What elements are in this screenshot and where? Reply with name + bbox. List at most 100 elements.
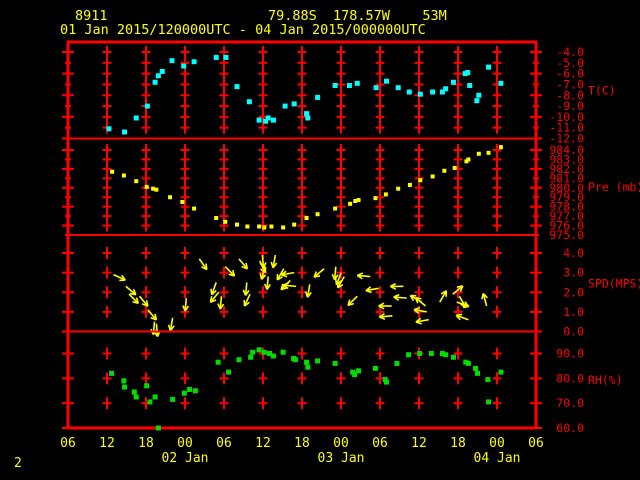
y-tick-label: 984.0 xyxy=(549,143,584,157)
y-tick-label: -6.0 xyxy=(556,67,584,81)
y-tick-label: 90.0 xyxy=(556,347,584,361)
humidity-point xyxy=(280,349,286,355)
humidity-point xyxy=(498,369,504,375)
humidity-point xyxy=(192,388,198,394)
y-tick-label: 977.0 xyxy=(549,209,584,223)
temperature-point xyxy=(213,54,219,60)
pressure-point xyxy=(214,216,219,220)
pressure-point xyxy=(168,195,173,200)
y-tick-label: 975.0 xyxy=(549,228,584,242)
humidity-point xyxy=(417,351,423,356)
wind-arrow xyxy=(313,268,325,278)
wind-arrow xyxy=(439,290,448,303)
wind-arrow xyxy=(347,295,358,307)
panel-ylabel: RH(%) xyxy=(588,373,623,387)
humidity-point xyxy=(463,359,469,365)
pressure-point xyxy=(498,145,503,150)
wind-arrow xyxy=(378,312,393,321)
wind-arrow xyxy=(259,254,267,269)
pressure-point xyxy=(304,216,309,220)
humidity-point xyxy=(152,394,158,400)
wind-arrow xyxy=(167,317,175,332)
wind-arrow xyxy=(153,323,161,338)
wind-arrow xyxy=(378,302,392,310)
y-tick-label: -11.0 xyxy=(549,121,584,135)
pressure-point xyxy=(373,196,378,201)
y-tick-label: -8.0 xyxy=(556,88,584,102)
temperature-point xyxy=(181,63,187,69)
pressure-point xyxy=(110,169,115,174)
humidity-point xyxy=(406,352,412,358)
day-label: 04 Jan xyxy=(474,451,521,466)
hour-label: 00 xyxy=(177,436,193,451)
humidity-point xyxy=(109,370,115,376)
pressure-point xyxy=(315,212,320,217)
wind-arrow xyxy=(276,268,285,281)
pressure-point xyxy=(466,157,471,162)
pressure-point xyxy=(383,192,388,197)
y-tick-label: 80.0 xyxy=(556,371,584,385)
pressure-point xyxy=(356,198,361,203)
wind-arrow xyxy=(414,296,427,307)
wind-arrow xyxy=(336,276,345,289)
day-label: 02 Jan xyxy=(162,451,209,466)
pressure-point xyxy=(452,165,457,170)
temperature-point xyxy=(155,73,161,79)
y-tick-label: 982.0 xyxy=(549,162,584,176)
humidity-point xyxy=(475,370,480,376)
hour-label: 06 xyxy=(372,436,388,451)
temperature-point xyxy=(122,129,128,135)
pressure-point xyxy=(192,206,197,211)
wind-arrow xyxy=(452,285,464,295)
hour-label: 18 xyxy=(294,436,310,451)
wind-arrow xyxy=(270,254,278,269)
pressure-point xyxy=(180,199,185,204)
humidity-point xyxy=(450,354,456,360)
temperature-point xyxy=(315,94,321,100)
wind-arrow xyxy=(243,293,251,307)
temperature-point xyxy=(498,80,504,86)
wind-arrow xyxy=(413,307,427,314)
humidity-point xyxy=(147,399,153,405)
pressure-point xyxy=(486,150,491,155)
temperature-point xyxy=(395,85,401,91)
hour-label: 00 xyxy=(333,436,349,451)
humidity-point xyxy=(439,351,445,356)
humidity-point xyxy=(293,357,298,363)
pressure-point xyxy=(223,219,228,224)
page-number: 2 xyxy=(14,456,22,471)
wind-arrow xyxy=(458,295,467,309)
temperature-point xyxy=(332,83,338,89)
wind-arrow xyxy=(224,266,236,277)
humidity-point xyxy=(236,357,242,363)
humidity-point xyxy=(384,379,389,385)
y-tick-label: 70.0 xyxy=(556,396,584,410)
panel-ylabel: SPD(MPS) xyxy=(588,276,640,290)
temperature-point xyxy=(462,71,468,77)
humidity-point xyxy=(332,360,338,366)
pressure-point xyxy=(430,174,435,179)
humidity-point xyxy=(181,390,187,396)
wind-arrow xyxy=(263,276,272,290)
pressure-point xyxy=(476,151,481,156)
temperature-point xyxy=(384,78,389,84)
y-tick-label: 980.0 xyxy=(549,181,584,195)
wind-arrow xyxy=(113,273,126,282)
pressure-point xyxy=(245,224,250,229)
temperature-point xyxy=(439,89,445,95)
temperature-point xyxy=(265,115,271,121)
humidity-point xyxy=(121,378,127,384)
y-tick-label: 978.0 xyxy=(549,200,584,214)
temperature-point xyxy=(430,89,436,95)
temperature-point xyxy=(169,58,175,64)
temperature-point xyxy=(476,92,482,98)
y-tick-label: 976.0 xyxy=(549,219,584,233)
temperature-point xyxy=(373,85,379,91)
y-tick-label: 1.0 xyxy=(563,305,584,319)
temperature-point xyxy=(346,83,352,89)
pressure-point xyxy=(151,186,156,191)
temperature-point xyxy=(450,79,456,85)
humidity-point xyxy=(170,396,176,402)
pressure-point xyxy=(257,224,262,229)
humidity-point xyxy=(352,372,358,378)
